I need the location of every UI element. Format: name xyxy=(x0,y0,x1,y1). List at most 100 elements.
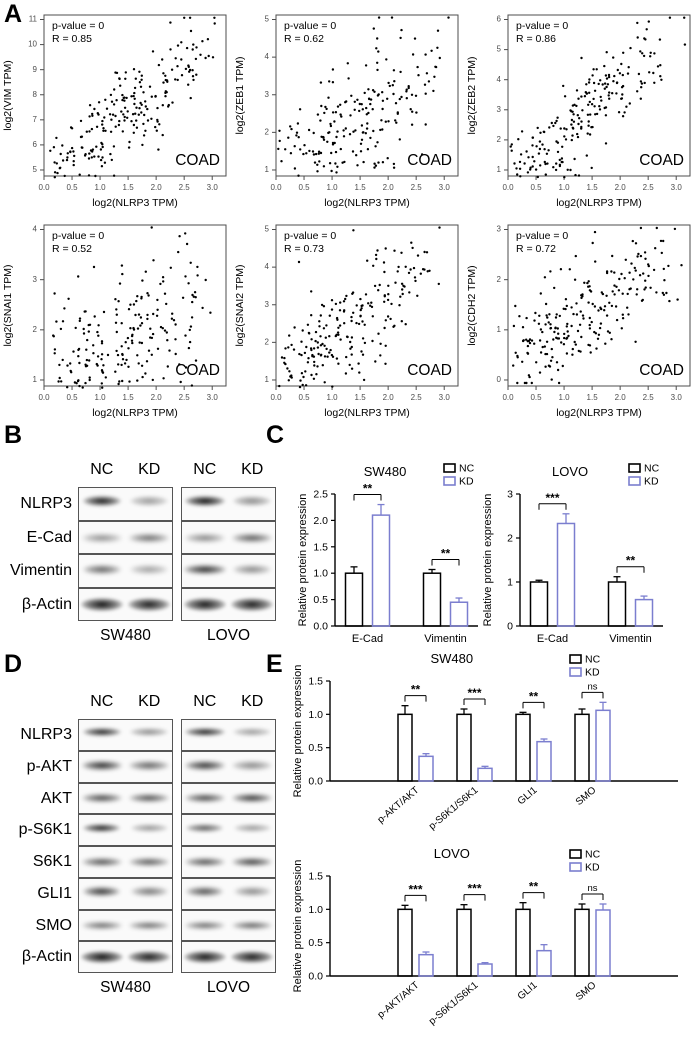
svg-text:3: 3 xyxy=(33,275,38,284)
svg-text:5: 5 xyxy=(33,165,38,174)
svg-text:0.5: 0.5 xyxy=(308,742,323,754)
svg-text:1: 1 xyxy=(497,165,502,174)
svg-text:4: 4 xyxy=(33,225,38,234)
svg-text:1.0: 1.0 xyxy=(95,183,107,192)
svg-text:***: *** xyxy=(467,882,481,896)
svg-text:p-value = 0: p-value = 0 xyxy=(284,20,336,32)
svg-text:Relative protein expression: Relative protein expression xyxy=(292,860,304,993)
svg-text:0.5: 0.5 xyxy=(66,393,78,402)
svg-text:GLI1: GLI1 xyxy=(516,785,540,808)
svg-text:2.0: 2.0 xyxy=(313,515,328,527)
svg-text:1.0: 1.0 xyxy=(313,568,328,580)
svg-text:1.5: 1.5 xyxy=(587,183,599,192)
svg-text:log2(ZEB1 TPM): log2(ZEB1 TPM) xyxy=(234,57,246,135)
svg-text:NC: NC xyxy=(459,463,475,475)
svg-text:2.5: 2.5 xyxy=(179,183,191,192)
svg-text:6: 6 xyxy=(497,15,502,24)
svg-text:log2(NLRP3 TPM): log2(NLRP3 TPM) xyxy=(324,197,410,209)
svg-text:SMO: SMO xyxy=(574,980,599,1003)
svg-text:3.0: 3.0 xyxy=(207,393,219,402)
svg-text:0.5: 0.5 xyxy=(298,393,310,402)
svg-text:**: ** xyxy=(441,547,451,561)
svg-text:ns: ns xyxy=(587,681,597,692)
svg-text:COAD: COAD xyxy=(639,152,684,169)
svg-text:5: 5 xyxy=(265,225,270,234)
svg-text:1: 1 xyxy=(265,165,270,174)
svg-text:3: 3 xyxy=(265,90,270,99)
svg-text:log2(NLRP3 TPM): log2(NLRP3 TPM) xyxy=(556,407,642,419)
svg-text:0.0: 0.0 xyxy=(38,393,50,402)
svg-text:SMO: SMO xyxy=(574,785,599,808)
svg-text:0.5: 0.5 xyxy=(313,594,328,606)
svg-text:7: 7 xyxy=(33,115,38,124)
svg-text:0.5: 0.5 xyxy=(530,183,542,192)
svg-text:1.5: 1.5 xyxy=(313,541,328,553)
svg-text:1.5: 1.5 xyxy=(123,393,135,402)
svg-text:0.0: 0.0 xyxy=(270,183,282,192)
svg-text:1.0: 1.0 xyxy=(95,393,107,402)
svg-text:4: 4 xyxy=(497,75,502,84)
svg-text:Relative protein expression: Relative protein expression xyxy=(292,665,304,798)
svg-text:**: ** xyxy=(529,880,539,894)
svg-text:2.5: 2.5 xyxy=(179,393,191,402)
svg-text:Vimentin: Vimentin xyxy=(609,633,652,645)
svg-text:log2(NLRP3 TPM): log2(NLRP3 TPM) xyxy=(324,407,410,419)
svg-text:0.5: 0.5 xyxy=(308,937,323,949)
svg-text:SW480: SW480 xyxy=(364,464,407,479)
svg-text:***: *** xyxy=(408,882,422,896)
svg-text:1: 1 xyxy=(265,375,270,384)
svg-text:3.0: 3.0 xyxy=(439,393,451,402)
svg-text:1: 1 xyxy=(507,577,513,589)
svg-text:1.0: 1.0 xyxy=(327,183,339,192)
svg-text:R = 0.62: R = 0.62 xyxy=(284,33,324,45)
svg-text:1.0: 1.0 xyxy=(559,183,571,192)
svg-text:2.0: 2.0 xyxy=(151,183,163,192)
svg-text:**: ** xyxy=(626,554,636,568)
svg-text:KD: KD xyxy=(459,476,474,488)
svg-text:0.0: 0.0 xyxy=(308,971,323,983)
svg-text:log2(NLRP3 TPM): log2(NLRP3 TPM) xyxy=(92,197,178,209)
svg-text:1.0: 1.0 xyxy=(327,393,339,402)
svg-text:log2(SNAI1 TPM): log2(SNAI1 TPM) xyxy=(2,264,14,346)
svg-text:2.0: 2.0 xyxy=(615,183,627,192)
svg-text:5: 5 xyxy=(265,15,270,24)
svg-text:1.5: 1.5 xyxy=(355,183,367,192)
svg-text:COAD: COAD xyxy=(175,362,220,379)
svg-text:0.5: 0.5 xyxy=(530,393,542,402)
svg-text:3: 3 xyxy=(497,225,502,234)
svg-text:3: 3 xyxy=(265,300,270,309)
svg-text:8: 8 xyxy=(33,90,38,99)
svg-text:3.0: 3.0 xyxy=(671,393,683,402)
svg-text:2.5: 2.5 xyxy=(411,183,423,192)
svg-text:log2(CDH2 TPM): log2(CDH2 TPM) xyxy=(466,265,478,345)
svg-text:1.0: 1.0 xyxy=(308,904,323,916)
svg-text:10: 10 xyxy=(28,40,37,49)
svg-text:6: 6 xyxy=(33,140,38,149)
svg-text:**: ** xyxy=(529,689,539,703)
svg-text:1.5: 1.5 xyxy=(308,871,323,883)
svg-text:KD: KD xyxy=(644,476,659,488)
svg-text:p-value = 0: p-value = 0 xyxy=(52,230,104,242)
svg-text:log2(NLRP3 TPM): log2(NLRP3 TPM) xyxy=(556,197,642,209)
svg-text:3.0: 3.0 xyxy=(671,183,683,192)
svg-text:LOVO: LOVO xyxy=(552,464,588,479)
svg-text:E-Cad: E-Cad xyxy=(537,633,568,645)
svg-text:3.0: 3.0 xyxy=(439,183,451,192)
svg-text:KD: KD xyxy=(585,862,600,874)
svg-text:Relative protein expression: Relative protein expression xyxy=(482,494,494,627)
svg-text:2: 2 xyxy=(497,275,502,284)
svg-text:11: 11 xyxy=(29,15,38,24)
svg-text:R = 0.86: R = 0.86 xyxy=(516,33,556,45)
svg-text:COAD: COAD xyxy=(639,362,684,379)
svg-text:COAD: COAD xyxy=(175,152,220,169)
svg-text:***: *** xyxy=(467,686,481,700)
svg-text:2.5: 2.5 xyxy=(313,489,328,501)
svg-text:2.5: 2.5 xyxy=(411,393,423,402)
svg-text:1: 1 xyxy=(497,325,502,334)
svg-text:**: ** xyxy=(411,683,421,697)
svg-text:3: 3 xyxy=(507,489,513,501)
svg-text:1.5: 1.5 xyxy=(587,393,599,402)
svg-text:0.0: 0.0 xyxy=(308,776,323,788)
svg-text:log2(VIM TPM): log2(VIM TPM) xyxy=(2,60,14,130)
svg-text:2: 2 xyxy=(507,533,513,545)
